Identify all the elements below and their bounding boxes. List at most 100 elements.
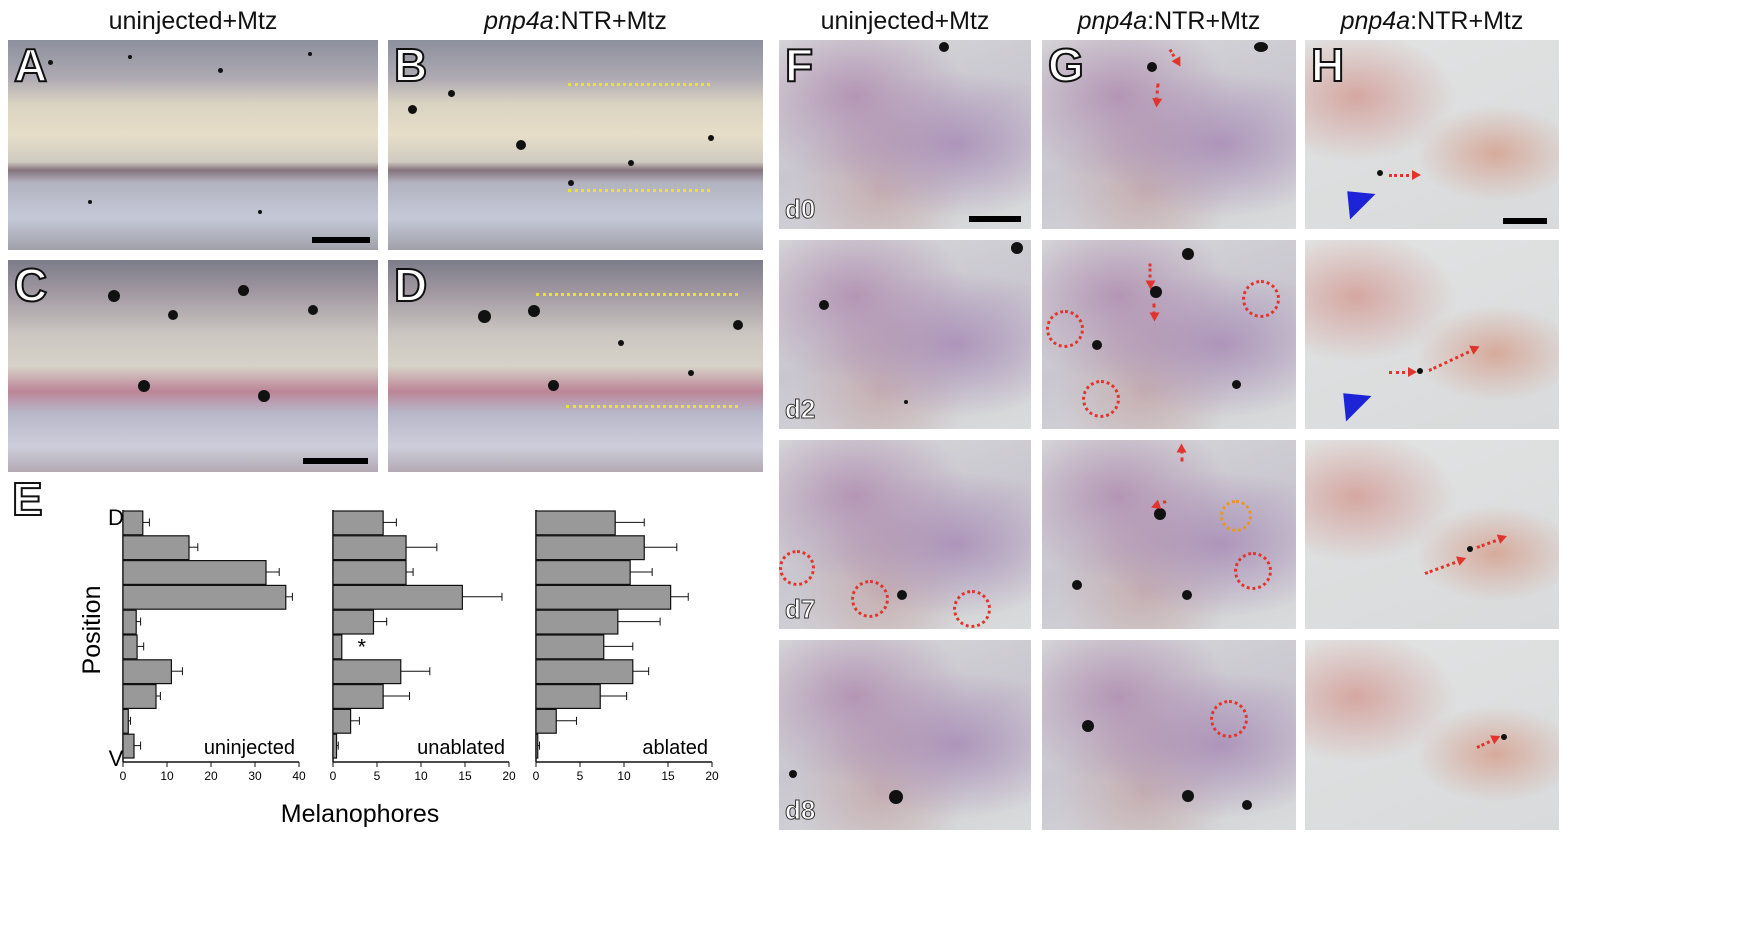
melanophore xyxy=(308,52,312,56)
melanophore xyxy=(448,90,455,97)
migration-arrow xyxy=(1428,348,1475,372)
melanophore xyxy=(528,305,540,317)
panel-h-d8 xyxy=(1305,640,1559,830)
tracked-cell-ring xyxy=(1046,310,1084,348)
panel-h-d0: H xyxy=(1305,40,1559,229)
x-axis-label: Melanophores xyxy=(281,800,439,828)
panel-f-d7: d7 xyxy=(779,440,1031,629)
y-tick-top: D xyxy=(108,505,124,530)
bar xyxy=(535,584,672,610)
migration-arrow xyxy=(1168,48,1179,63)
melanophore xyxy=(516,140,526,150)
panel-g-d2 xyxy=(1042,240,1296,429)
header-text: :NTR+Mtz xyxy=(1410,7,1524,35)
migration-arrow xyxy=(1389,367,1417,377)
bar xyxy=(122,708,129,734)
panel-e-chart: Position D V Melanophores 0 10 20 30 40 uninj… xyxy=(60,490,780,935)
gene-name: pnp4a xyxy=(1340,7,1411,35)
bar xyxy=(332,634,343,660)
melanophore xyxy=(789,770,797,778)
melanophore xyxy=(1154,508,1166,520)
header-text: :NTR+Mtz xyxy=(553,7,667,35)
melanophore xyxy=(1242,800,1252,810)
header-text: uninjected+Mtz xyxy=(820,7,990,35)
panel-label-f: F xyxy=(784,40,814,91)
melanophore xyxy=(618,340,624,346)
melanophore xyxy=(478,310,491,323)
tracked-cell-ring xyxy=(851,580,889,618)
melanophore xyxy=(1182,248,1194,260)
bar xyxy=(535,659,634,685)
bar xyxy=(535,535,645,561)
guide-line xyxy=(568,83,710,86)
scale-bar xyxy=(303,458,368,464)
melanophore xyxy=(1467,546,1473,552)
melanophore xyxy=(568,180,574,186)
melanophore xyxy=(258,390,270,402)
tracked-cell-ring xyxy=(953,590,991,628)
melanophore xyxy=(1147,62,1157,72)
bar xyxy=(332,559,407,585)
bar xyxy=(535,634,605,660)
tracked-cell-ring xyxy=(1234,552,1272,590)
melanophore-position-chart: Position D V Melanophores 0 10 20 30 40 uninj… xyxy=(78,505,719,828)
header-pnp4a-left: pnp4a:NTR+Mtz xyxy=(388,4,763,38)
melanophore xyxy=(168,310,178,320)
melanophore xyxy=(733,320,743,330)
bar xyxy=(535,609,619,635)
chart-group-label: unablated xyxy=(417,737,505,759)
bar xyxy=(535,559,631,585)
melanophore xyxy=(939,42,949,52)
bar xyxy=(122,659,173,685)
x-tick-label: 15 xyxy=(661,769,675,783)
tracked-cell-ring xyxy=(1210,700,1248,738)
header-pnp4a-mid: pnp4a:NTR+Mtz xyxy=(1042,4,1296,38)
x-tick-label: 20 xyxy=(705,769,719,783)
melanophore xyxy=(138,380,150,392)
melanophore xyxy=(308,305,318,315)
bar xyxy=(122,634,138,660)
panel-label-c: C xyxy=(13,260,48,311)
melanophore xyxy=(1092,340,1102,350)
panel-label-b: B xyxy=(393,40,428,91)
gene-name: pnp4a xyxy=(1077,7,1148,35)
melanophore xyxy=(1417,368,1423,374)
day-label: d7 xyxy=(784,594,816,625)
bar xyxy=(332,584,463,610)
y-tick-bottom: V xyxy=(109,746,124,771)
day-label: d0 xyxy=(784,194,816,225)
melanophore xyxy=(897,590,907,600)
panel-h-d7 xyxy=(1305,440,1559,629)
x-tick-label: 20 xyxy=(502,769,516,783)
panel-g-d0: G xyxy=(1042,40,1296,229)
bar xyxy=(535,708,557,734)
migration-arrow xyxy=(1180,449,1184,462)
panel-f-d0: F d0 xyxy=(779,40,1031,229)
significance-marker: * xyxy=(358,634,367,659)
melanophore xyxy=(108,290,120,302)
blue-arrowhead xyxy=(1334,178,1376,220)
x-tick-label: 0 xyxy=(120,769,127,783)
melanophore xyxy=(889,790,903,804)
header-text: :NTR+Mtz xyxy=(1147,7,1261,35)
scale-bar xyxy=(312,237,370,243)
bar xyxy=(332,609,375,635)
melanophore xyxy=(1377,170,1383,176)
melanophore xyxy=(819,300,829,310)
x-tick-label: 40 xyxy=(292,769,306,783)
bar xyxy=(122,684,157,710)
panel-h-d2 xyxy=(1305,240,1559,429)
chart-group-label: uninjected xyxy=(204,737,295,759)
melanophore xyxy=(1182,790,1194,802)
x-tick-label: 15 xyxy=(458,769,472,783)
bar xyxy=(535,510,616,536)
bar xyxy=(332,510,384,536)
panel-g-d8 xyxy=(1042,640,1296,830)
migration-arrow xyxy=(1424,559,1462,575)
panel-g-d7 xyxy=(1042,440,1296,629)
melanophore xyxy=(1232,380,1241,389)
scale-bar xyxy=(1503,218,1547,224)
tracked-cell-ring xyxy=(779,550,815,586)
x-tick-label: 30 xyxy=(248,769,262,783)
bar xyxy=(122,559,267,585)
